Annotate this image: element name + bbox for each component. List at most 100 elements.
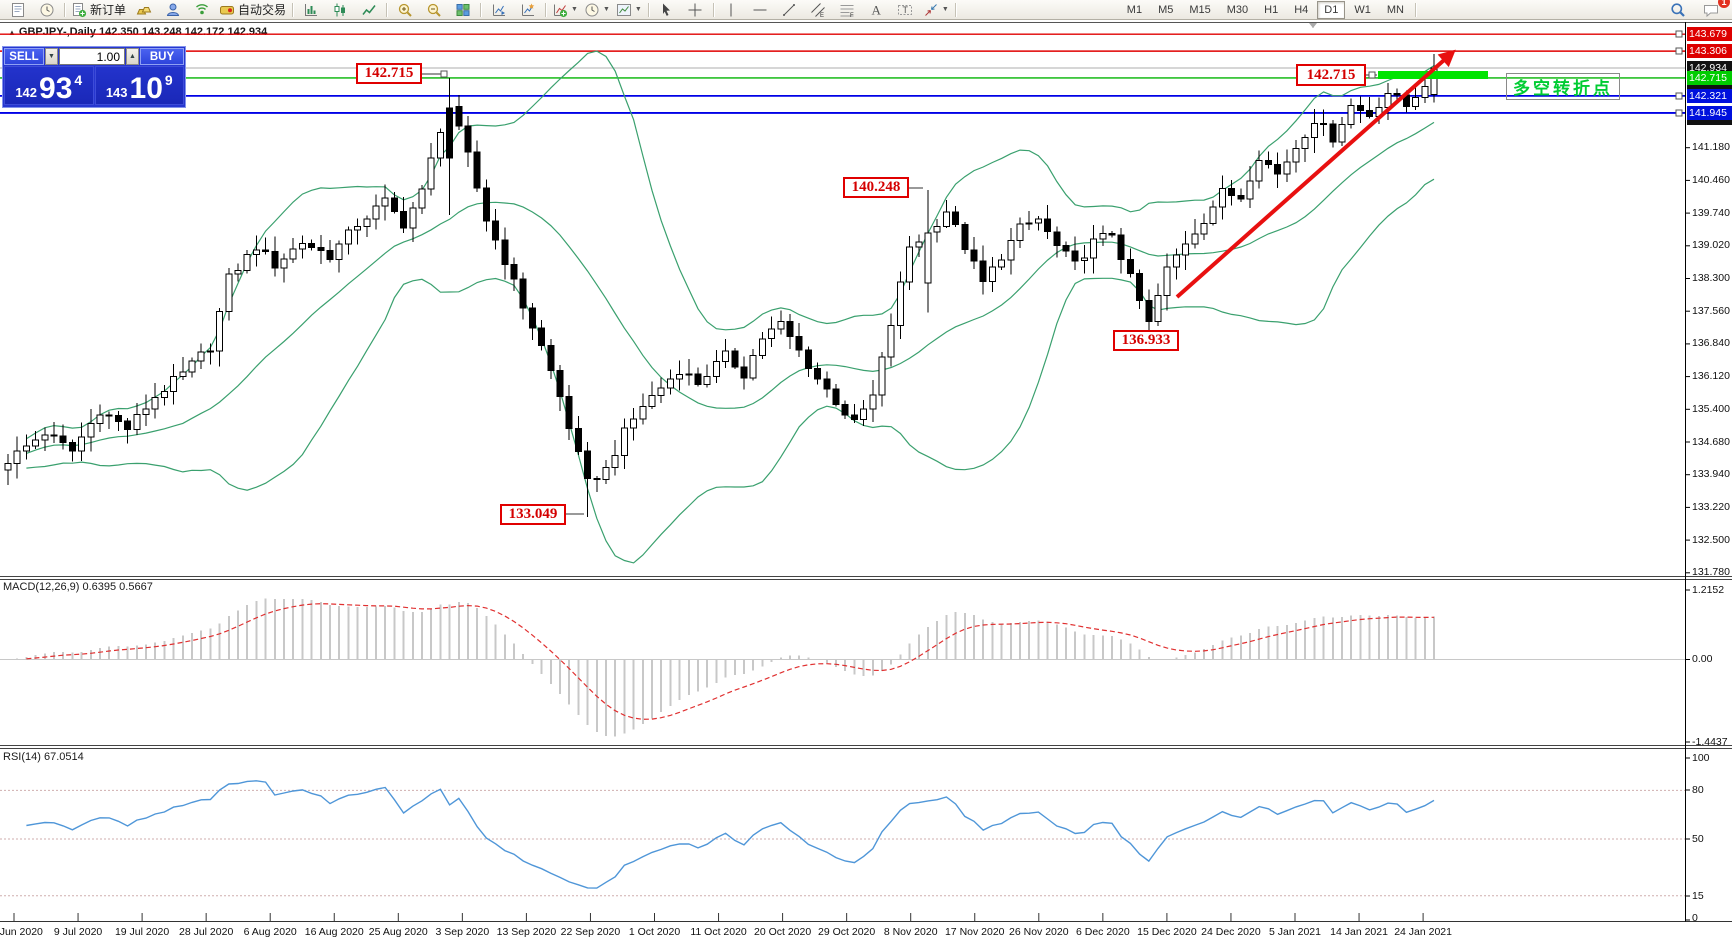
- vline-icon: [730, 3, 732, 16]
- svg-text:E: E: [820, 13, 824, 18]
- buy-button[interactable]: BUY: [140, 48, 184, 65]
- timeframe-w1-button[interactable]: W1: [1354, 3, 1371, 16]
- tile-windows-button[interactable]: [448, 0, 477, 20]
- candle: [1117, 234, 1125, 260]
- candle: [694, 373, 702, 386]
- macd-axis-label: 1.2152: [1692, 584, 1725, 596]
- period-presets-button[interactable]: ▼: [581, 0, 613, 20]
- bar-chart-button[interactable]: [296, 0, 325, 20]
- toolbar-separator: [386, 2, 388, 17]
- price-annotation-140.248[interactable]: 140.248: [843, 177, 909, 198]
- timeframe-mn-button[interactable]: MN: [1386, 3, 1404, 16]
- clock-icon: [40, 3, 53, 16]
- timeframe-m1-button[interactable]: M1: [1126, 3, 1143, 16]
- notifications-button[interactable]: 1: [1696, 0, 1730, 20]
- arrow-objects-button[interactable]: ▼: [920, 0, 952, 20]
- buy-price-tile[interactable]: 143 10 9: [94, 66, 184, 105]
- timeframe-m15-button[interactable]: M15: [1189, 3, 1211, 16]
- candle: [1347, 105, 1355, 126]
- date-label: 19 Jul 2020: [114, 926, 170, 938]
- timeframe-group: M1 M5 M15 M30 H1 H4 D1 W1 MN: [1119, 0, 1412, 19]
- candle: [78, 436, 86, 452]
- text-label-button[interactable]: T: [891, 0, 920, 20]
- candle: [685, 373, 693, 376]
- date-label: 6 Dec 2020: [1075, 926, 1130, 938]
- price-annotation-133.049[interactable]: 133.049: [500, 504, 566, 525]
- text-button[interactable]: A: [862, 0, 891, 20]
- crosshair-button[interactable]: [681, 0, 710, 20]
- volume-field[interactable]: 1.00: [59, 48, 125, 65]
- candle: [1145, 299, 1153, 323]
- candle: [528, 307, 536, 329]
- zoom-in-button[interactable]: [390, 0, 419, 20]
- timeframe-m30-button[interactable]: M30: [1226, 3, 1249, 16]
- price-annotation-142.715[interactable]: 142.715: [356, 63, 422, 84]
- chart-favorites-button[interactable]: [513, 0, 542, 20]
- highlight-bar[interactable]: [1378, 71, 1488, 79]
- new-order-button[interactable]: 新订单: [68, 0, 129, 20]
- fibonacci-retracement-button[interactable]: F: [833, 0, 862, 20]
- buy-price-base: 143: [105, 85, 128, 100]
- candle: [823, 378, 831, 390]
- date-label: 22 Sep 2020: [560, 926, 621, 938]
- note-box[interactable]: 多空转折点: [1506, 73, 1620, 100]
- price-tag-142.321: 142.321: [1687, 89, 1732, 103]
- zin-icon: [398, 3, 412, 17]
- object-handle: [440, 70, 448, 78]
- trend-arrow[interactable]: [1175, 49, 1456, 299]
- candle: [1182, 243, 1190, 256]
- candle: [611, 454, 619, 468]
- trendline-button[interactable]: [775, 0, 804, 20]
- candle: [832, 388, 840, 405]
- search-icon: [1670, 2, 1685, 17]
- price-annotation-136.933[interactable]: 136.933: [1113, 330, 1179, 351]
- candle: [1421, 85, 1429, 98]
- candle: [225, 273, 233, 312]
- candle: [1025, 222, 1033, 225]
- price-alert-button[interactable]: [129, 0, 158, 20]
- sell-button[interactable]: SELL: [4, 48, 44, 65]
- candle: [924, 232, 932, 284]
- chart-plot[interactable]: [0, 23, 1685, 921]
- candle: [289, 248, 297, 260]
- volume-increase-button[interactable]: ▲: [126, 48, 139, 65]
- candle: [574, 427, 582, 452]
- vertical-line-button[interactable]: [717, 0, 746, 20]
- candle: [1237, 194, 1245, 200]
- sell-price-tile[interactable]: 142 93 4: [4, 66, 94, 105]
- candle: [1393, 92, 1401, 96]
- volume-decrease-button[interactable]: ▼: [45, 48, 58, 65]
- bars-icon: [304, 3, 317, 16]
- candle: [538, 327, 546, 346]
- line-chart-button[interactable]: [354, 0, 383, 20]
- candle: [160, 391, 168, 398]
- candle: [630, 418, 638, 429]
- candle: [1172, 254, 1180, 268]
- new-chart-button[interactable]: [3, 0, 32, 20]
- candle: [1301, 137, 1309, 149]
- zoom-out-button[interactable]: [419, 0, 448, 20]
- candle: [4, 462, 12, 471]
- signals-button[interactable]: [187, 0, 216, 20]
- autotrading-button[interactable]: 自动交易: [216, 0, 289, 20]
- horizontal-line-button[interactable]: [746, 0, 775, 20]
- timeframe-h4-button[interactable]: H4: [1294, 3, 1309, 16]
- clock-icon: [585, 3, 599, 16]
- community-button[interactable]: [158, 0, 187, 20]
- timeframe-h1-button[interactable]: H1: [1264, 3, 1279, 16]
- candlestick-chart-button[interactable]: [325, 0, 354, 20]
- price-annotation-142.715[interactable]: 142.715: [1296, 64, 1366, 86]
- add-indicator-button[interactable]: ▼: [549, 0, 581, 20]
- candle: [722, 350, 730, 363]
- timeframe-m5-button[interactable]: M5: [1158, 3, 1174, 16]
- cursor-button[interactable]: [652, 0, 681, 20]
- chart-forward-button[interactable]: [484, 0, 513, 20]
- equidistant-channel-button[interactable]: E: [804, 0, 833, 20]
- timeframe-d1-button[interactable]: D1: [1317, 0, 1346, 19]
- chart-profiles-button[interactable]: [32, 0, 61, 20]
- templates-button[interactable]: ▼: [613, 0, 645, 20]
- sell-price-big: 93: [39, 71, 73, 105]
- search-button[interactable]: [1663, 0, 1692, 20]
- labelT-icon: T: [898, 4, 913, 15]
